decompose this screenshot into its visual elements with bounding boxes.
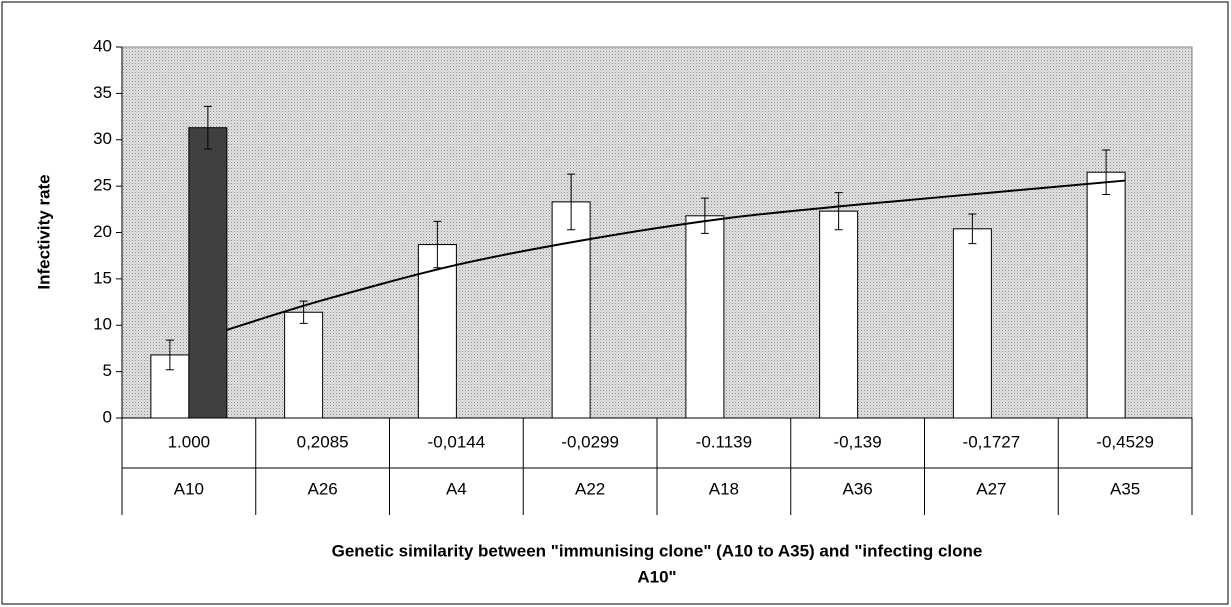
trendline (226, 179, 1126, 331)
error-bar (203, 105, 212, 150)
x-tick-label: -0,0299 (561, 432, 619, 451)
x-tick-label: A22 (575, 479, 605, 498)
y-tick-label: 10 (93, 315, 112, 334)
bar (1086, 171, 1126, 419)
x-tick-label: -0.1139 (696, 432, 752, 451)
x-tick-label: -0,4529 (1096, 432, 1154, 451)
error-bar (1102, 149, 1111, 195)
x-tick-label: A4 (446, 479, 467, 498)
y-tick-label: 30 (93, 129, 112, 148)
x-tick-label: A27 (976, 479, 1006, 498)
y-tick-label: 0 (103, 407, 112, 426)
x-tick-label: -0,139 (834, 432, 882, 451)
y-tick-label: 5 (103, 361, 112, 380)
y-tick-label: 40 (93, 36, 112, 55)
error-bar (165, 339, 174, 371)
bar (685, 215, 725, 419)
bar (952, 228, 992, 419)
plot-area (121, 46, 1193, 419)
x-tick-label: A18 (709, 479, 739, 498)
bar (819, 210, 859, 419)
error-bar (834, 192, 843, 231)
x-tick-label: A36 (843, 479, 873, 498)
x-tick-label: -0,1727 (963, 432, 1021, 451)
x-tick-label: 1.000 (168, 432, 211, 451)
bar (284, 311, 324, 419)
y-tick-label: 25 (93, 176, 112, 195)
y-axis-title: Infectivity rate (34, 174, 53, 289)
bar (417, 244, 457, 419)
bar (551, 201, 591, 419)
x-tick-label: A26 (308, 479, 338, 498)
y-tick-label: 20 (93, 222, 112, 241)
error-bar (567, 173, 576, 231)
x-tick-label: -0,0144 (428, 432, 486, 451)
error-bar (700, 197, 709, 234)
y-tick-label: 15 (93, 268, 112, 287)
x-tick-label: A35 (1110, 479, 1140, 498)
error-bar (433, 220, 442, 269)
x-tick-label: 0,2085 (297, 432, 349, 451)
x-tick-label: A10 (174, 479, 204, 498)
x-axis-title: A10" (637, 567, 676, 586)
x-axis-title: Genetic similarity between "immunising c… (332, 541, 983, 560)
bar (188, 127, 228, 419)
y-tick-label: 35 (93, 83, 112, 102)
error-bar (968, 213, 977, 245)
